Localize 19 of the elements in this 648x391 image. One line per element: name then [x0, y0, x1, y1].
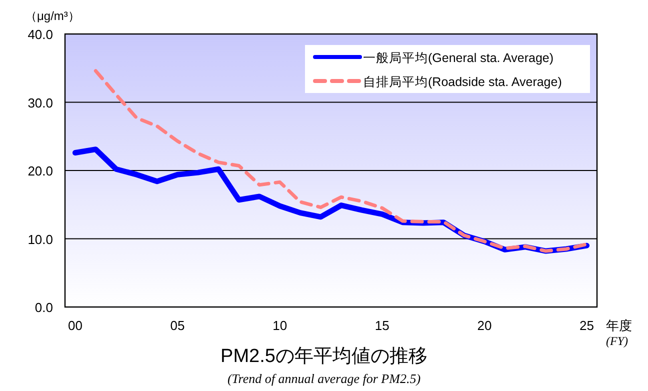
y-tick-label: 30.0 — [28, 95, 53, 110]
y-tick-label: 0.0 — [34, 300, 53, 315]
y-axis-title: （μg/m³） — [25, 9, 80, 23]
x-tick-label: 15 — [374, 318, 390, 333]
text: (Trend of annual average for PM2.5) — [227, 371, 421, 386]
x-tick-label: 00 — [68, 318, 82, 333]
x-tick-label: 10 — [272, 318, 288, 333]
y-tick-label: 20.0 — [28, 164, 53, 178]
x-tick-label: 25 — [580, 318, 594, 333]
legend-label: 自排局平均(Roadside sta. Average) — [363, 75, 562, 89]
text: PM2.5の年平均値の推移 — [220, 346, 428, 367]
text: (FY) — [606, 334, 628, 348]
x-tick-label: 05 — [170, 318, 185, 333]
y-tick-label: 10.0 — [28, 232, 53, 247]
line-series — [94, 69, 589, 253]
y-tick-label: 40.0 — [28, 27, 53, 42]
x-axis-title: 年度 — [606, 318, 632, 333]
legend-label: 一般局平均(General sta. Average) — [363, 51, 554, 65]
x-tick-label: 20 — [477, 318, 492, 333]
